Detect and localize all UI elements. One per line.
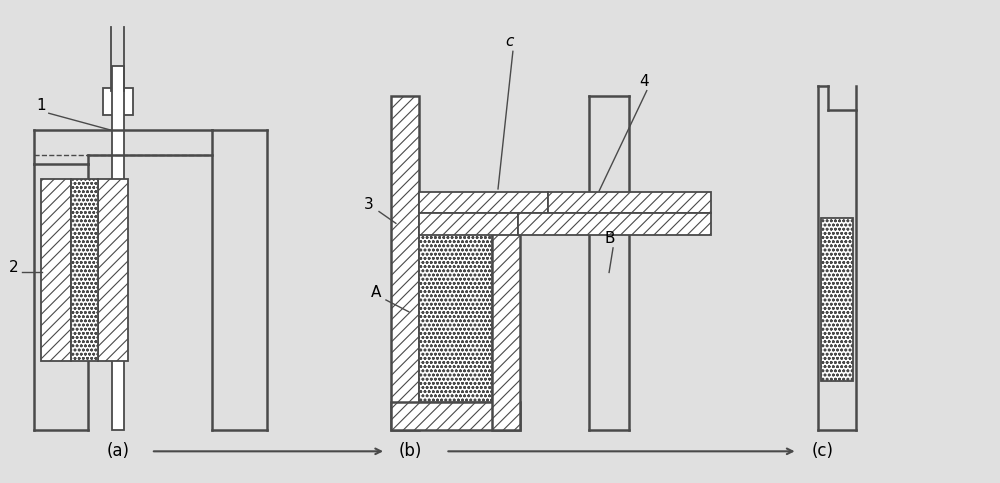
- Text: B: B: [604, 231, 615, 246]
- Bar: [391, 96, 419, 430]
- Text: (a): (a): [107, 442, 130, 460]
- Bar: [391, 402, 520, 430]
- Bar: [821, 218, 853, 381]
- Bar: [112, 66, 124, 430]
- Text: c: c: [505, 34, 513, 49]
- Text: 4: 4: [639, 74, 648, 89]
- Bar: [41, 179, 71, 361]
- Text: (b): (b): [399, 442, 422, 460]
- Bar: [419, 213, 518, 235]
- Text: 2: 2: [9, 260, 19, 275]
- Bar: [492, 223, 520, 430]
- Text: (c): (c): [811, 442, 833, 460]
- Bar: [518, 213, 711, 235]
- Text: 3: 3: [364, 197, 374, 212]
- Bar: [71, 179, 98, 361]
- Bar: [419, 223, 492, 402]
- Text: 1: 1: [36, 99, 46, 114]
- Bar: [98, 179, 128, 361]
- Bar: [548, 192, 711, 213]
- Text: A: A: [371, 285, 381, 300]
- Bar: [103, 88, 133, 115]
- Bar: [419, 192, 548, 213]
